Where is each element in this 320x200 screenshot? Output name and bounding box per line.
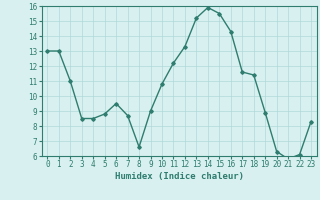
X-axis label: Humidex (Indice chaleur): Humidex (Indice chaleur) xyxy=(115,172,244,181)
